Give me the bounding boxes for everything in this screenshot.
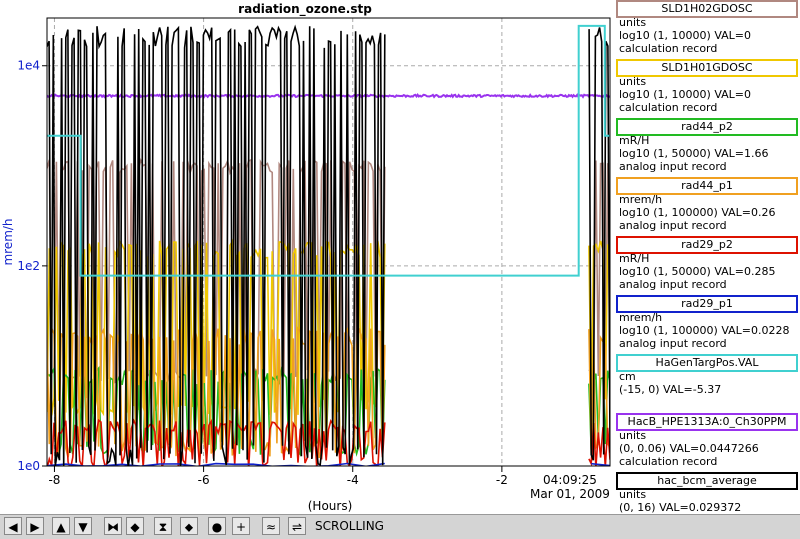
x-tick-label: -2 [496,473,508,487]
legend-record: analog input record [619,337,727,350]
y-tick-label: 1e4 [17,59,40,73]
legend-range: log10 (1, 100000) VAL=0.26 [619,206,776,219]
legend-entry[interactable]: HacB_HPE1313A:0_Ch30PPM units (0, 0.06) VA… [614,413,800,472]
legend-record: analog input record [619,219,727,232]
legend-units: units [619,488,647,501]
series-line [588,240,610,410]
legend-units: mrem/h [619,311,663,324]
x-end-date-label: Mar 01, 2009 [530,487,610,501]
legend-units: units [619,429,647,442]
legend-range: (0, 0.06) VAL=0.0447266 [619,442,759,455]
series-line [47,238,386,417]
legend-units: mR/H [619,134,650,147]
y-tick-label: 1e2 [17,259,40,273]
legend-name: rad29_p2 [616,236,798,254]
legend-entry[interactable]: rad44_p1 mrem/h log10 (1, 100000) VAL=0.26… [614,177,800,236]
record-icon[interactable]: ● [208,517,226,535]
series-line [588,422,610,466]
legend-entry[interactable]: rad29_p2 mR/H log10 (1, 50000) VAL=0.285 an… [614,236,800,295]
series-line [588,329,610,453]
legend-name: HacB_HPE1313A:0_Ch30PPM [616,413,798,431]
autoscale-icon[interactable]: ≈ [262,517,280,535]
legend-name: SLD1H01GDOSC [616,59,798,77]
legend-units: mrem/h [619,193,663,206]
legend: SLD1H02GDOSC units log10 (1, 10000) VAL=0 c… [614,0,800,531]
x-tick-label: -4 [347,473,359,487]
legend-range: log10 (1, 50000) VAL=0.285 [619,265,776,278]
arrow-right-icon[interactable]: ▶ [26,517,44,535]
x-tick-label: -6 [198,473,210,487]
legend-name: rad44_p1 [616,177,798,195]
legend-entry[interactable]: SLD1H02GDOSC units log10 (1, 10000) VAL=0 c… [614,0,800,59]
legend-units: cm [619,370,636,383]
arrow-down-icon[interactable]: ▼ [74,517,92,535]
plus-icon[interactable]: + [232,517,250,535]
zoom-in-vertical-icon[interactable]: ⧗ [154,517,172,535]
x-axis-label: (Hours) [308,499,353,512]
legend-record: calculation record [619,101,718,114]
legend-range: log10 (1, 100000) VAL=0.0228 [619,324,790,337]
zoom-in-horizontal-icon[interactable]: ⧓ [104,517,122,535]
legend-entry[interactable]: HaGenTargPos.VAL cm (-15, 0) VAL=-5.37 [614,354,800,413]
legend-range: log10 (1, 50000) VAL=1.66 [619,147,769,160]
x-tick-label: -8 [48,473,60,487]
series-line [588,27,610,461]
zoom-out-vertical-icon[interactable]: ⬥ [180,517,198,535]
series-line [47,418,386,466]
legend-range: (-15, 0) VAL=-5.37 [619,383,722,396]
legend-record: calculation record [619,455,718,468]
series-line [591,462,610,466]
arrow-up-icon[interactable]: ▲ [52,517,70,535]
legend-name: SLD1H02GDOSC [616,0,798,18]
legend-entry[interactable]: rad29_p1 mrem/h log10 (1, 100000) VAL=0.02… [614,295,800,354]
legend-units: mR/H [619,252,650,265]
plot-frame [46,17,611,467]
series-line [47,326,386,459]
legend-range: log10 (1, 10000) VAL=0 [619,88,752,101]
legend-name: rad44_p2 [616,118,798,136]
legend-units: units [619,16,647,29]
chart-title: radiation_ozone.stp [238,2,372,16]
legend-range: (0, 16) VAL=0.029372 [619,501,742,514]
legend-name: rad29_p1 [616,295,798,313]
legend-record: calculation record [619,42,718,55]
y-axis-label: mrem/h [1,218,15,265]
series-line [47,24,386,466]
legend-entry[interactable]: SLD1H01GDOSC units log10 (1, 10000) VAL=0 c… [614,59,800,118]
legend-units: units [619,75,647,88]
legend-range: log10 (1, 10000) VAL=0 [619,29,752,42]
legend-entry[interactable]: rad44_p2 mR/H log10 (1, 50000) VAL=1.66 ana… [614,118,800,177]
legend-record: analog input record [619,160,727,173]
toolbar: ◀ ▶ ▲ ▼ ⧓ ◆ ⧗ ⬥ ● + ≈ ⇌ SCROLLING [0,514,800,539]
legend-name: hac_bcm_average [616,472,798,490]
arrow-left-icon[interactable]: ◀ [4,517,22,535]
legend-name: HaGenTargPos.VAL [616,354,798,372]
scroll-mode-icon[interactable]: ⇌ [288,517,306,535]
zoom-out-horizontal-icon[interactable]: ◆ [126,517,144,535]
series-line [47,24,610,277]
legend-record: analog input record [619,278,727,291]
x-end-time-label: 04:09:25 [543,473,597,487]
status-text: SCROLLING [315,519,384,533]
y-tick-label: 1e0 [17,459,40,473]
